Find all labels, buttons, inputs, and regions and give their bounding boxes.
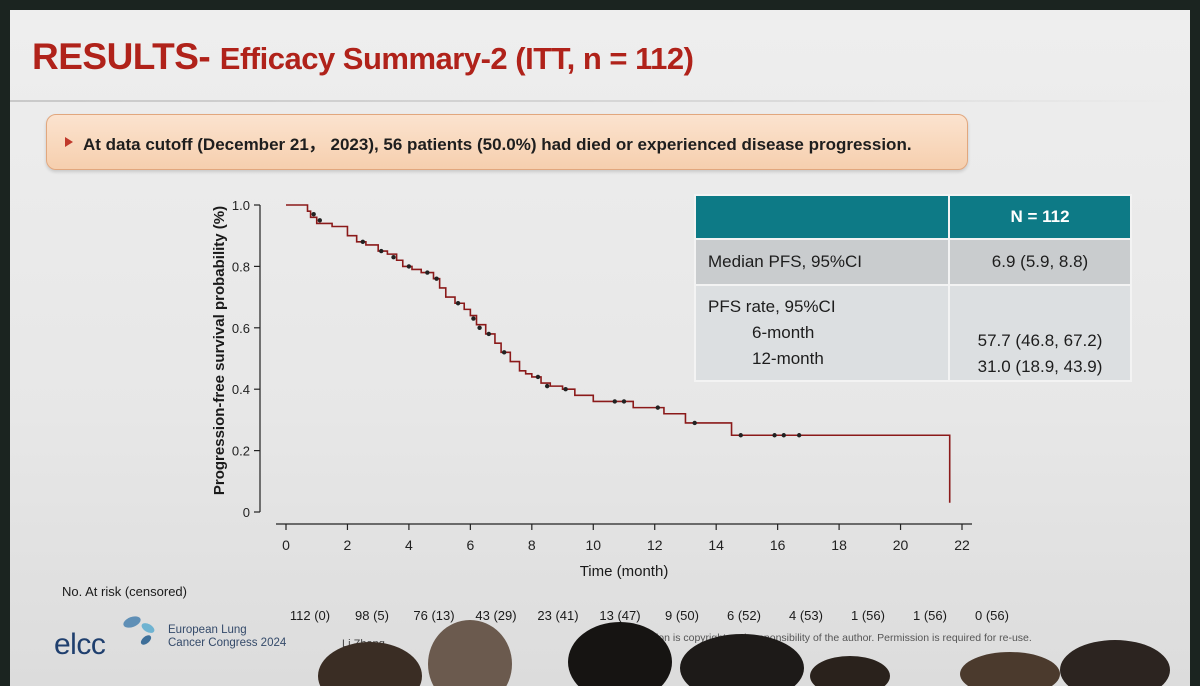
x-tick-label: 10: [585, 537, 601, 553]
title-main: RESULTS-: [32, 36, 211, 77]
table-header-n: N = 112: [948, 194, 1132, 240]
at-risk-value: 112 (0): [290, 608, 330, 623]
at-risk-value: 23 (41): [537, 608, 578, 623]
km-curve-line: [286, 204, 951, 503]
censor-mark: [563, 387, 568, 392]
censor-mark: [781, 433, 786, 438]
audience-head: [960, 652, 1060, 686]
median-pfs-value: 6.9 (5.9, 8.8): [948, 238, 1132, 286]
censor-mark: [772, 433, 777, 438]
x-tick-label: 16: [770, 537, 786, 553]
censor-mark: [434, 276, 439, 281]
x-tick-label: 20: [893, 537, 909, 553]
y-tick-label: 0.6: [232, 321, 250, 336]
x-tick-label: 22: [954, 537, 970, 553]
x-tick-label: 2: [344, 537, 352, 553]
x-tick-label: 14: [708, 537, 724, 553]
pfs-6-month-label: 6-month: [752, 323, 815, 342]
pfs-6-month-value: 57.7 (46.8, 67.2): [977, 331, 1103, 350]
logo-text: elcc: [54, 628, 106, 661]
at-risk-value: 4 (53): [789, 608, 823, 623]
x-tick-label: 18: [831, 537, 847, 553]
at-risk-value: 13 (47): [599, 608, 640, 623]
cutoff-banner: At data cutoff (December 21， 2023), 56 p…: [46, 114, 968, 170]
audience-head: [568, 622, 672, 686]
at-risk-label: No. At risk (censored): [62, 584, 187, 599]
x-axis-title: Time (month): [580, 563, 669, 580]
at-risk-value: 43 (29): [475, 608, 516, 623]
at-risk-value: 76 (13): [413, 608, 454, 623]
at-risk-value: 1 (56): [913, 608, 947, 623]
censor-mark: [391, 254, 396, 260]
x-tick-label: 12: [647, 537, 663, 553]
at-risk-value: 9 (50): [665, 608, 699, 623]
x-tick-label: 8: [528, 537, 536, 553]
y-tick-label: 0.8: [232, 259, 250, 274]
at-risk-value: 0 (56): [975, 608, 1009, 623]
pfs-rate-label: PFS rate, 95%CI: [708, 297, 836, 316]
audience-head: [318, 642, 422, 686]
censor-mark: [486, 331, 491, 337]
cutoff-text: At data cutoff (December 21， 2023), 56 p…: [83, 134, 912, 154]
censor-mark: [544, 383, 550, 389]
at-risk-value: 6 (52): [727, 608, 761, 623]
title-divider: [10, 100, 1190, 102]
censor-mark: [535, 374, 541, 380]
x-tick-label: 6: [466, 537, 474, 553]
y-axis-title: Progression-free survival probability (%…: [211, 206, 228, 495]
km-curve-layer: [286, 204, 951, 503]
median-pfs-label: Median PFS, 95%CI: [694, 238, 950, 286]
x-tick-label: 4: [405, 537, 413, 553]
censor-mark: [655, 405, 660, 410]
title-subtitle: Efficacy Summary-2 (ITT, n = 112): [219, 41, 694, 76]
censor-mark: [621, 399, 627, 404]
y-tick-label: 0: [243, 505, 250, 520]
censor-mark: [692, 420, 697, 426]
audience-head: [680, 634, 804, 686]
y-tick-label: 1.0: [232, 198, 250, 213]
pfs-rate-cell: PFS rate, 95%CI 6-month 12-month: [694, 284, 950, 382]
x-tick-label: 0: [282, 537, 290, 553]
censor-mark: [796, 433, 802, 438]
slide-title: RESULTS- Efficacy Summary-2 (ITT, n = 11…: [32, 36, 694, 78]
censor-mark: [477, 325, 482, 330]
pfs-12-month-value: 31.0 (18.9, 43.9): [977, 357, 1103, 376]
censor-mark: [406, 264, 412, 269]
table-header-blank: [694, 194, 950, 240]
congress-line-2: Cancer Congress 2024: [168, 637, 287, 649]
censor-mark: [738, 433, 743, 438]
bullet-arrow-icon: [65, 137, 73, 147]
efficacy-table: N = 112 Median PFS, 95%CI 6.9 (5.9, 8.8)…: [694, 194, 1132, 382]
at-risk-row: No. At risk (censored) 112 (0) 98 (5) 76 (1…: [62, 584, 1009, 623]
congress-line-1: European Lung: [168, 624, 247, 636]
y-tick-label: 0.2: [232, 444, 250, 459]
censor-mark: [501, 350, 507, 355]
censor-mark: [425, 270, 430, 275]
chart-axes: Progression-free survival probability (%…: [211, 204, 972, 580]
km-chart: Progression-free survival probability (%…: [62, 198, 1009, 623]
censor-mark: [360, 239, 366, 245]
censor-mark: [471, 316, 476, 321]
congress-name: European Lung Cancer Congress 2024: [168, 624, 288, 650]
pfs-rate-values: 57.7 (46.8, 67.2) 31.0 (18.9, 43.9): [948, 284, 1132, 382]
censor-mark: [612, 399, 617, 404]
y-tick-label: 0.4: [232, 382, 250, 397]
tick-labels: 0 0.2 0.4 0.6 0.8 1.0 0 2 4 6 8 10 12 14 16 18 20 22: [232, 198, 970, 553]
at-risk-value: 98 (5): [355, 608, 389, 623]
censor-marks: [311, 212, 802, 438]
logo-mark-icon: [123, 616, 155, 645]
censor-mark: [311, 212, 316, 217]
at-risk-value: 1 (56): [851, 608, 885, 623]
censor-mark: [317, 218, 322, 223]
censor-mark: [379, 248, 384, 254]
elcc-logo: elcc: [54, 616, 164, 666]
slide: RESULTS- Efficacy Summary-2 (ITT, n = 11…: [10, 10, 1190, 686]
audience-head: [1060, 640, 1170, 686]
audience-head: [428, 620, 512, 686]
audience-head: [810, 656, 890, 686]
copyright-notice: C... ...resentation is copyright and res…: [590, 632, 1032, 644]
censor-mark: [455, 301, 461, 306]
pfs-12-month-label: 12-month: [752, 349, 824, 368]
